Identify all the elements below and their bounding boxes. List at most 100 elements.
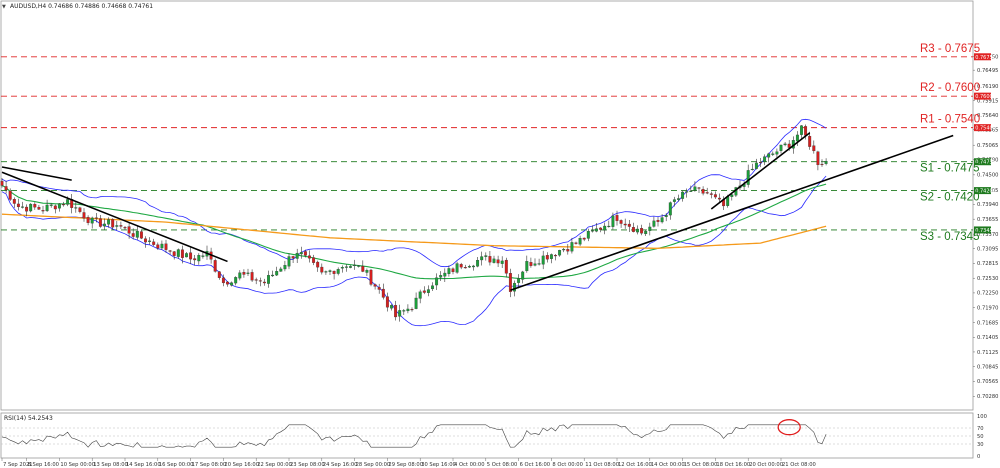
candle <box>373 283 377 290</box>
candle <box>262 278 266 286</box>
candle <box>320 263 324 275</box>
candle <box>447 265 451 277</box>
candle-body <box>619 220 623 224</box>
candle-body <box>558 250 562 256</box>
candle-body <box>808 135 812 147</box>
rsi-tick-label: 70 <box>977 426 984 432</box>
x-tick-label: 20 Sep 16:00 <box>224 462 259 468</box>
candle-body <box>369 269 373 285</box>
moving-average-orange <box>1 213 827 249</box>
candle-body <box>574 242 578 244</box>
candle-body <box>545 255 549 260</box>
candle <box>750 163 754 171</box>
candle-body <box>74 207 78 209</box>
candle <box>303 249 307 258</box>
candle <box>631 222 635 233</box>
candle <box>365 268 369 277</box>
candle <box>824 158 828 166</box>
candle <box>529 257 533 268</box>
x-tick-label: 22 Sep 00:00 <box>257 462 292 468</box>
candle-body <box>242 272 246 275</box>
candle-body <box>775 151 779 155</box>
candle-body <box>152 241 156 245</box>
candle-body <box>197 255 201 262</box>
candle-body <box>213 260 217 272</box>
y-tick-label: 0.72815 <box>977 261 998 267</box>
candle <box>439 271 443 281</box>
candle <box>221 274 225 287</box>
candle-body <box>447 268 451 274</box>
y-tick-label: 0.70565 <box>977 379 998 385</box>
candle <box>25 204 29 217</box>
candle <box>590 225 594 233</box>
candle-body <box>607 225 611 228</box>
candle <box>258 277 262 287</box>
candle-body <box>37 207 41 210</box>
trendline-uptrend-short <box>710 132 811 210</box>
candle <box>283 260 287 272</box>
candle-body <box>107 219 111 225</box>
bollinger-lower-band <box>1 175 827 327</box>
candle <box>488 251 492 266</box>
candle-body <box>795 134 799 142</box>
candle-body <box>549 254 553 259</box>
y-tick-label: 0.71970 <box>977 305 998 311</box>
candle-body <box>226 281 229 285</box>
candle <box>697 187 701 193</box>
x-tick-label: 4 Oct 00:00 <box>454 462 485 468</box>
candle-body <box>627 223 631 227</box>
y-tick-label: 0.70280 <box>977 394 998 400</box>
collapse-arrow-icon[interactable]: ▼ <box>2 4 6 10</box>
candle-body <box>566 249 570 252</box>
candle <box>340 265 344 273</box>
candle-body <box>164 243 168 250</box>
candle <box>627 219 631 232</box>
candle-body <box>586 230 590 239</box>
candle-body <box>344 266 348 268</box>
candle-body <box>53 205 57 210</box>
candle-body <box>385 296 389 308</box>
candle <box>554 253 557 261</box>
candle-body <box>279 268 283 272</box>
candle-body <box>496 259 500 264</box>
candle-body <box>180 249 184 258</box>
candle-body <box>656 219 660 222</box>
level-label-r1: R1 - 0.7540 <box>920 114 980 126</box>
candle <box>185 252 188 258</box>
candle <box>693 181 697 192</box>
svg-text:0.75400: 0.75400 <box>975 126 996 132</box>
candle <box>127 222 131 239</box>
candle <box>681 190 685 202</box>
candle <box>779 144 783 154</box>
candle-body <box>324 271 328 273</box>
candle-body <box>328 270 332 272</box>
candle <box>615 210 619 226</box>
candle <box>541 250 545 270</box>
candle <box>504 257 508 278</box>
candle <box>763 154 767 166</box>
y-tick-label: 0.72250 <box>977 291 998 297</box>
candle <box>353 259 357 270</box>
candle-body <box>521 271 525 280</box>
candle-body <box>513 282 516 292</box>
x-tick-label: 20 Oct 00:00 <box>749 462 783 468</box>
candle-body <box>94 217 98 219</box>
candle <box>500 256 504 268</box>
rsi-line <box>1 424 827 448</box>
candle <box>180 245 184 264</box>
level-tag-r3: 0.76750 <box>974 53 996 61</box>
candle-body <box>12 198 16 204</box>
level-label-s1: S1 - 0.7475 <box>920 163 979 175</box>
candle <box>361 260 365 273</box>
candle <box>131 228 135 240</box>
candle <box>677 194 680 202</box>
candle <box>537 258 541 266</box>
trendlines <box>1 132 954 292</box>
candle-body <box>49 204 53 206</box>
candle <box>603 222 607 235</box>
candle-body <box>480 256 484 261</box>
candle-body <box>672 199 676 202</box>
candle <box>701 186 705 196</box>
candle-body <box>804 126 808 136</box>
